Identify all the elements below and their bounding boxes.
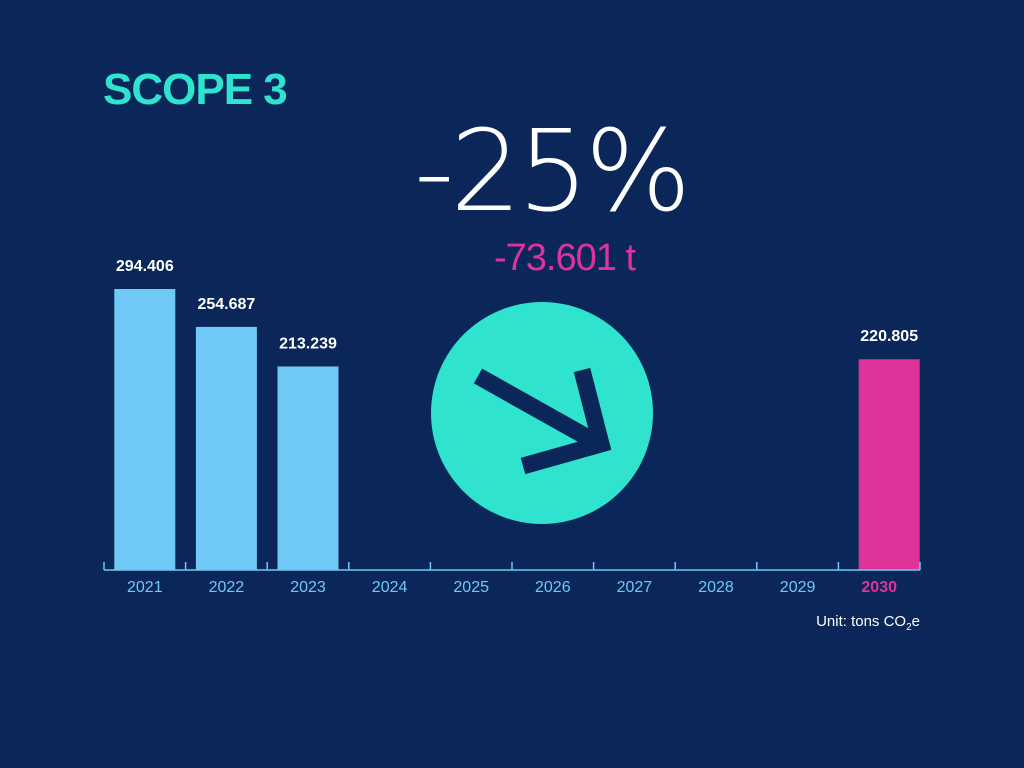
data-label-2021: 294.406	[116, 258, 174, 275]
data-labels: 294.406 254.687 213.239 220.805	[116, 258, 918, 352]
arrow-head	[520, 367, 612, 475]
tick-label-2023: 2023	[290, 579, 326, 596]
data-label-2023: 213.239	[279, 335, 337, 352]
tick-label-2021: 2021	[127, 579, 163, 596]
tick-label-2026: 2026	[535, 579, 571, 596]
data-label-2030: 220.805	[860, 328, 918, 345]
tick-label-2025: 2025	[453, 579, 489, 596]
bar-2021	[114, 289, 176, 570]
tick-label-2024: 2024	[372, 579, 408, 596]
trend-badge	[431, 302, 653, 524]
unit-suffix: e	[911, 613, 920, 630]
x-axis: 2021 2022 2023 2024 2025 2026 2027 2028 2029 2030	[103, 562, 921, 596]
tick-label-2029: 2029	[780, 579, 816, 596]
bar-2022	[195, 326, 257, 570]
bar-2030	[858, 359, 920, 570]
unit-note: Unit: tons CO2e	[816, 612, 920, 633]
arrow-down-right-icon	[473, 367, 612, 475]
tick-label-2028: 2028	[698, 579, 734, 596]
bar-2023	[277, 366, 339, 570]
absolute-change: -73.601 t	[494, 237, 636, 279]
unit-prefix: Unit: tons CO	[816, 613, 907, 630]
percent-change: -25%	[414, 107, 691, 237]
tick-label-2030: 2030	[861, 579, 897, 596]
unit-subscript: 2	[906, 622, 912, 633]
bars	[114, 289, 920, 570]
tick-label-2022: 2022	[209, 579, 245, 596]
tick-label-2027: 2027	[617, 579, 653, 596]
data-label-2022: 254.687	[197, 296, 255, 313]
arrow-shaft	[473, 368, 597, 448]
page-title: SCOPE 3	[103, 65, 288, 114]
